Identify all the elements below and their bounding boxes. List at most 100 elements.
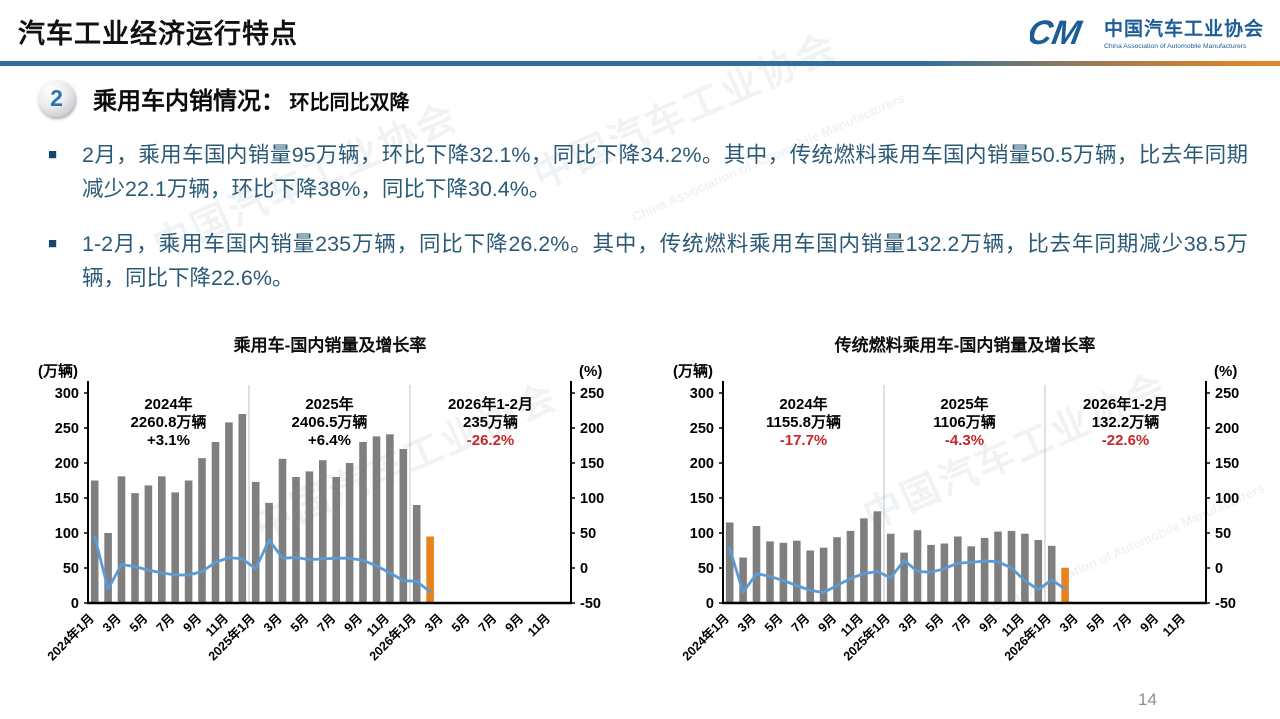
svg-text:0: 0 (1215, 561, 1223, 577)
svg-text:235万辆: 235万辆 (463, 413, 518, 431)
svg-text:3月: 3月 (735, 611, 759, 635)
bullet-feb-summary: ■ 2月，乘用车国内销量95万辆，环比下降32.1%，同比下降34.2%。其中，… (48, 138, 1248, 207)
svg-text:CM: CM (1030, 14, 1086, 52)
section-subtitle: 环比同比双降 (289, 92, 410, 114)
svg-text:2026年1-2月: 2026年1-2月 (1083, 395, 1168, 413)
svg-text:150: 150 (1215, 456, 1239, 472)
svg-text:11月: 11月 (525, 611, 553, 639)
section-title: 乘用车内销情况： (93, 88, 285, 115)
svg-text:9月: 9月 (1138, 611, 1162, 635)
svg-text:200: 200 (690, 456, 714, 472)
svg-text:(万辆): (万辆) (38, 362, 78, 380)
svg-text:0: 0 (71, 596, 79, 612)
svg-text:2406.5万辆: 2406.5万辆 (292, 413, 368, 431)
svg-text:50: 50 (1215, 526, 1231, 542)
svg-text:0: 0 (706, 596, 714, 612)
svg-text:250: 250 (1215, 386, 1239, 402)
svg-text:+3.1%: +3.1% (147, 432, 190, 449)
bullet-text: 2月，乘用车国内销量95万辆，环比下降32.1%，同比下降34.2%。其中，传统… (82, 143, 1248, 202)
svg-text:250: 250 (55, 421, 79, 437)
svg-text:50: 50 (698, 561, 714, 577)
svg-text:50: 50 (580, 526, 596, 542)
svg-text:50: 50 (63, 561, 79, 577)
svg-text:5月: 5月 (1084, 611, 1108, 635)
chart-title: 传统燃料乘用车-国内销量及增长率 (834, 336, 1096, 355)
svg-text:9月: 9月 (342, 611, 366, 635)
svg-text:0: 0 (580, 561, 588, 577)
chart-ice-pv-domestic-sales: 传统燃料乘用车-国内销量及增长率 300 250 200 150 100 50 0 250 20… (665, 331, 1265, 693)
svg-text:2024年: 2024年 (779, 395, 827, 413)
svg-text:2026年1-2月: 2026年1-2月 (448, 395, 533, 413)
svg-text:250: 250 (580, 386, 604, 402)
chart-pv-domestic-sales: 乘用车-国内销量及增长率 300 250 200 150 100 50 0 250 200 150… (30, 331, 630, 693)
svg-text:(%): (%) (579, 363, 602, 380)
pv-sales-growth-chart: 300 250 200 150 100 50 0 250 200 150 100 50 0 -50 2024… (38, 362, 604, 664)
svg-text:2024年1月: 2024年1月 (44, 611, 97, 664)
svg-text:1106万辆: 1106万辆 (933, 413, 996, 431)
svg-text:200: 200 (580, 421, 604, 437)
svg-text:150: 150 (580, 456, 604, 472)
svg-text:5月: 5月 (923, 611, 947, 635)
svg-text:3月: 3月 (261, 611, 285, 635)
section-number-badge: 2 (38, 80, 75, 117)
svg-text:100: 100 (1215, 491, 1239, 507)
svg-text:5月: 5月 (762, 611, 786, 635)
svg-text:2024年1月: 2024年1月 (679, 611, 732, 664)
svg-text:100: 100 (690, 526, 714, 542)
svg-text:2025年: 2025年 (305, 395, 353, 413)
caam-logo: CM 中国汽车工业协会 China Association of Automob… (1030, 10, 1264, 54)
svg-text:(万辆): (万辆) (673, 362, 713, 380)
svg-text:-50: -50 (1215, 596, 1236, 612)
svg-text:100: 100 (580, 491, 604, 507)
svg-text:2260.8万辆: 2260.8万辆 (131, 413, 207, 431)
key-points: ■ 2月，乘用车国内销量95万辆，环比下降32.1%，同比下降34.2%。其中，… (48, 138, 1248, 316)
svg-text:1155.8万辆: 1155.8万辆 (766, 413, 841, 431)
svg-text:-17.7%: -17.7% (780, 432, 828, 449)
svg-text:150: 150 (690, 491, 714, 507)
svg-text:11月: 11月 (1160, 611, 1188, 639)
svg-text:7月: 7月 (154, 611, 178, 635)
svg-text:(%): (%) (1214, 363, 1237, 380)
page-title: 汽车工业经济运行特点 (18, 19, 298, 49)
logo-org-name-en: China Association of Automobile Manufact… (1103, 43, 1247, 50)
caam-logo-mark-icon: CM (1030, 14, 1086, 52)
svg-text:9月: 9月 (977, 611, 1001, 635)
bullet-text: 1-2月，乘用车国内销量235万辆，同比下降26.2%。其中，传统燃料乘用车国内… (82, 231, 1248, 291)
svg-text:7月: 7月 (789, 611, 813, 635)
svg-text:200: 200 (55, 456, 79, 472)
svg-text:150: 150 (55, 491, 79, 507)
svg-text:2025年: 2025年 (940, 395, 988, 413)
svg-text:-22.6%: -22.6% (1102, 432, 1150, 449)
bullet-square-icon: ■ (48, 234, 58, 252)
logo-org-name-cn: 中国汽车工业协会 (1103, 19, 1264, 40)
svg-text:7月: 7月 (950, 611, 974, 635)
svg-text:9月: 9月 (816, 611, 840, 635)
svg-text:3月: 3月 (100, 611, 124, 635)
header-divider (0, 61, 1280, 66)
svg-text:5月: 5月 (288, 611, 312, 635)
ice-pv-sales-growth-chart: 300 250 200 150 100 50 0 250 200 150 100 50 0 -50 2024… (673, 362, 1239, 664)
svg-text:5月: 5月 (449, 611, 473, 635)
svg-text:7月: 7月 (315, 611, 339, 635)
svg-text:3月: 3月 (1057, 611, 1081, 635)
section-heading: 2 乘用车内销情况： 环比同比双降 (38, 80, 409, 117)
svg-text:-4.3%: -4.3% (945, 432, 984, 449)
svg-text:-50: -50 (580, 596, 601, 612)
svg-text:9月: 9月 (503, 611, 527, 635)
svg-text:132.2万辆: 132.2万辆 (1092, 413, 1160, 431)
chart-title: 乘用车-国内销量及增长率 (233, 336, 427, 355)
svg-text:7月: 7月 (1111, 611, 1135, 635)
svg-text:300: 300 (690, 386, 714, 402)
svg-text:3月: 3月 (896, 611, 920, 635)
svg-text:-26.2%: -26.2% (467, 432, 515, 449)
svg-text:5月: 5月 (127, 611, 151, 635)
section-number: 2 (50, 85, 63, 111)
bullet-square-icon: ■ (48, 146, 58, 163)
page-number: 14 (1138, 690, 1157, 709)
bullet-jan-feb-summary: ■ 1-2月，乘用车国内销量235万辆，同比下降26.2%。其中，传统燃料乘用车… (48, 227, 1248, 296)
svg-text:300: 300 (55, 386, 79, 402)
svg-text:9月: 9月 (181, 611, 205, 635)
svg-text:100: 100 (55, 526, 79, 542)
svg-text:250: 250 (690, 421, 714, 437)
svg-text:2024年: 2024年 (144, 395, 192, 413)
